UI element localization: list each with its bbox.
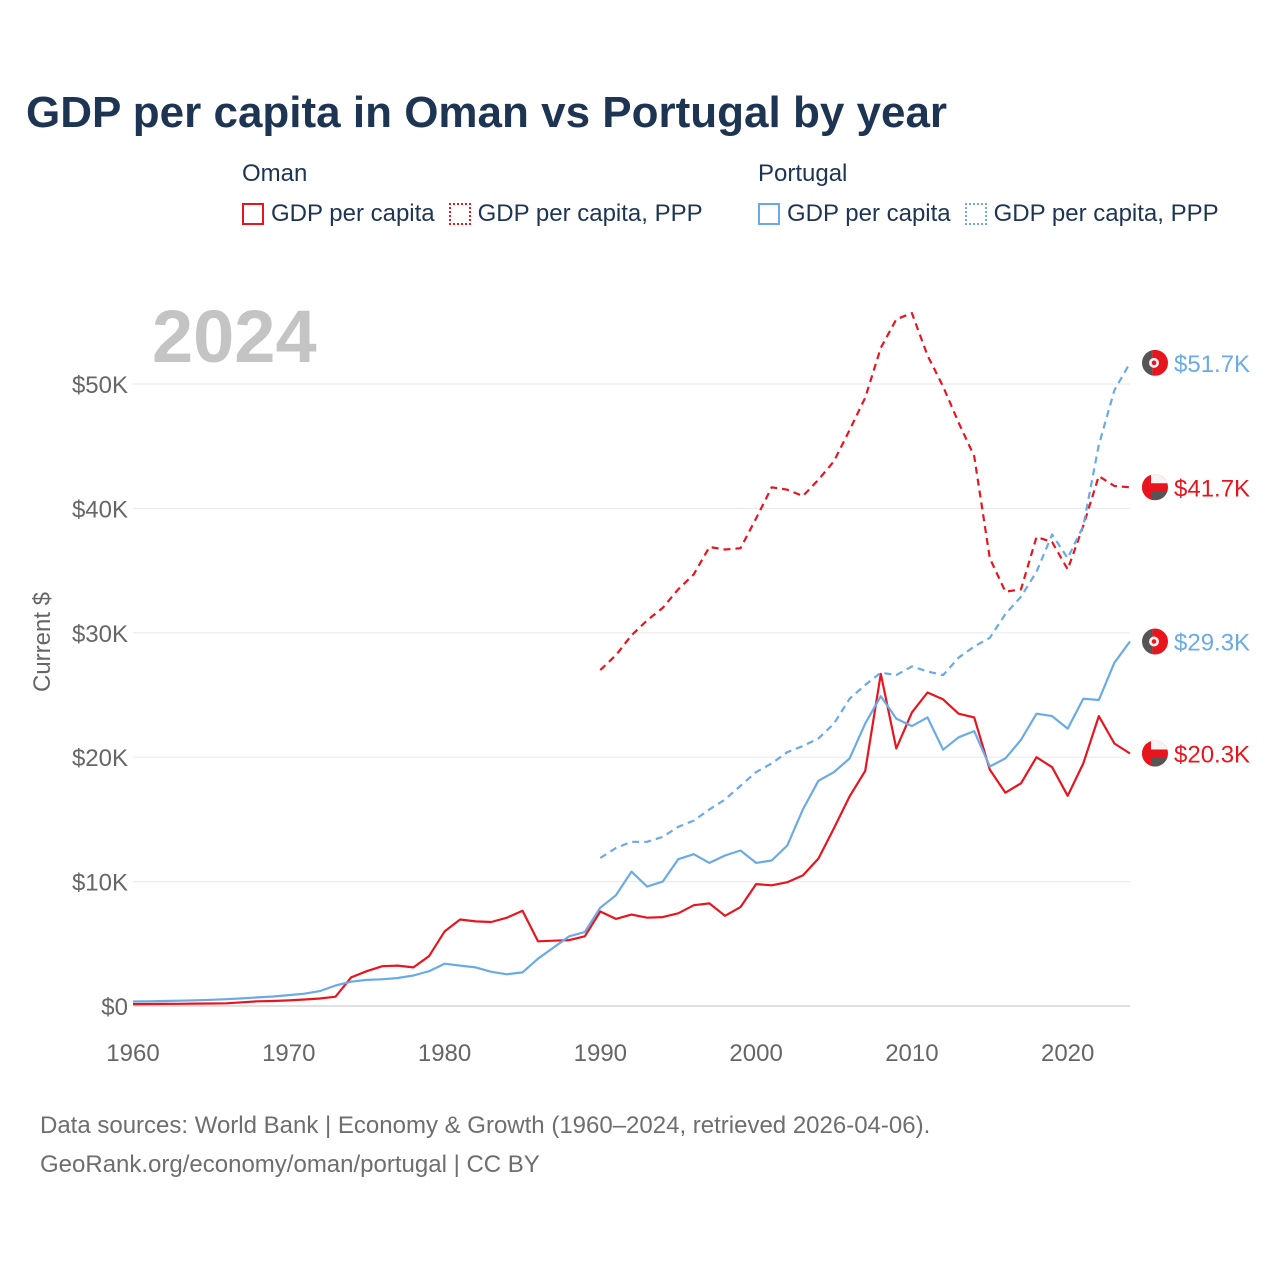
legend-item-oman-gdp-ppp[interactable]: GDP per capita, PPP bbox=[448, 200, 703, 228]
oman-flag-icon bbox=[1142, 474, 1168, 501]
x-tick-label: 2020 bbox=[1041, 1040, 1094, 1067]
legend-label: GDP per capita, PPP bbox=[477, 200, 703, 227]
y-tick-label: $40K bbox=[72, 496, 128, 523]
legend-item-portugal-gdp[interactable]: GDP per capita bbox=[758, 200, 951, 228]
year-watermark: 2024 bbox=[152, 295, 317, 378]
y-axis-label: Current $ bbox=[29, 592, 56, 692]
y-tick-label: $30K bbox=[72, 621, 128, 648]
chart-title: GDP per capita in Oman vs Portugal by ye… bbox=[26, 88, 948, 137]
legend-country-oman: Oman bbox=[242, 160, 308, 187]
end-label-3: $51.7K bbox=[1174, 351, 1250, 378]
x-tick-label: 2010 bbox=[885, 1040, 938, 1067]
end-label-1: $41.7K bbox=[1174, 475, 1250, 502]
series-line-3 bbox=[599, 362, 1131, 859]
series-line-2 bbox=[132, 640, 1131, 1003]
legend-group-oman: Oman GDP per capita GDP per capita, PPP bbox=[242, 160, 703, 228]
legend-label: GDP per capita bbox=[787, 200, 951, 227]
legend-swatch-dotted bbox=[964, 203, 987, 225]
legend-swatch-solid bbox=[758, 203, 780, 225]
x-tick-label: 1970 bbox=[262, 1040, 315, 1067]
x-tick-label: 1960 bbox=[106, 1040, 159, 1067]
footer: Data sources: World Bank | Economy & Gro… bbox=[40, 1106, 930, 1184]
series-line-0 bbox=[132, 672, 1131, 1006]
legend-item-oman-gdp[interactable]: GDP per capita bbox=[242, 200, 435, 228]
end-label-0: $20.3K bbox=[1174, 741, 1250, 768]
oman-flag-icon bbox=[1142, 740, 1168, 767]
legend-swatch-dotted bbox=[448, 203, 471, 225]
legend-group-portugal: Portugal GDP per capita GDP per capita, … bbox=[758, 160, 1219, 228]
portugal-flag-icon bbox=[1142, 628, 1168, 655]
legend-country-portugal: Portugal bbox=[758, 160, 848, 187]
x-tick-label: 1980 bbox=[418, 1040, 471, 1067]
legend-label: GDP per capita bbox=[271, 200, 435, 227]
legend-item-portugal-gdp-ppp[interactable]: GDP per capita, PPP bbox=[964, 200, 1219, 228]
x-tick-label: 1990 bbox=[574, 1040, 627, 1067]
x-tick-label: 2000 bbox=[729, 1040, 782, 1067]
y-tick-label: $20K bbox=[72, 745, 128, 772]
y-tick-label: $10K bbox=[72, 870, 128, 897]
legend-label: GDP per capita, PPP bbox=[993, 200, 1219, 227]
portugal-flag-icon bbox=[1142, 349, 1168, 376]
series-line-1 bbox=[599, 312, 1131, 671]
end-label-2: $29.3K bbox=[1174, 630, 1250, 657]
footer-sources: Data sources: World Bank | Economy & Gro… bbox=[40, 1112, 931, 1139]
legend-swatch-solid bbox=[242, 203, 264, 225]
footer-attribution[interactable]: GeoRank.org/economy/oman/portugal | CC B… bbox=[40, 1151, 540, 1178]
y-tick-label: $0 bbox=[101, 994, 128, 1021]
y-tick-label: $50K bbox=[72, 372, 128, 399]
